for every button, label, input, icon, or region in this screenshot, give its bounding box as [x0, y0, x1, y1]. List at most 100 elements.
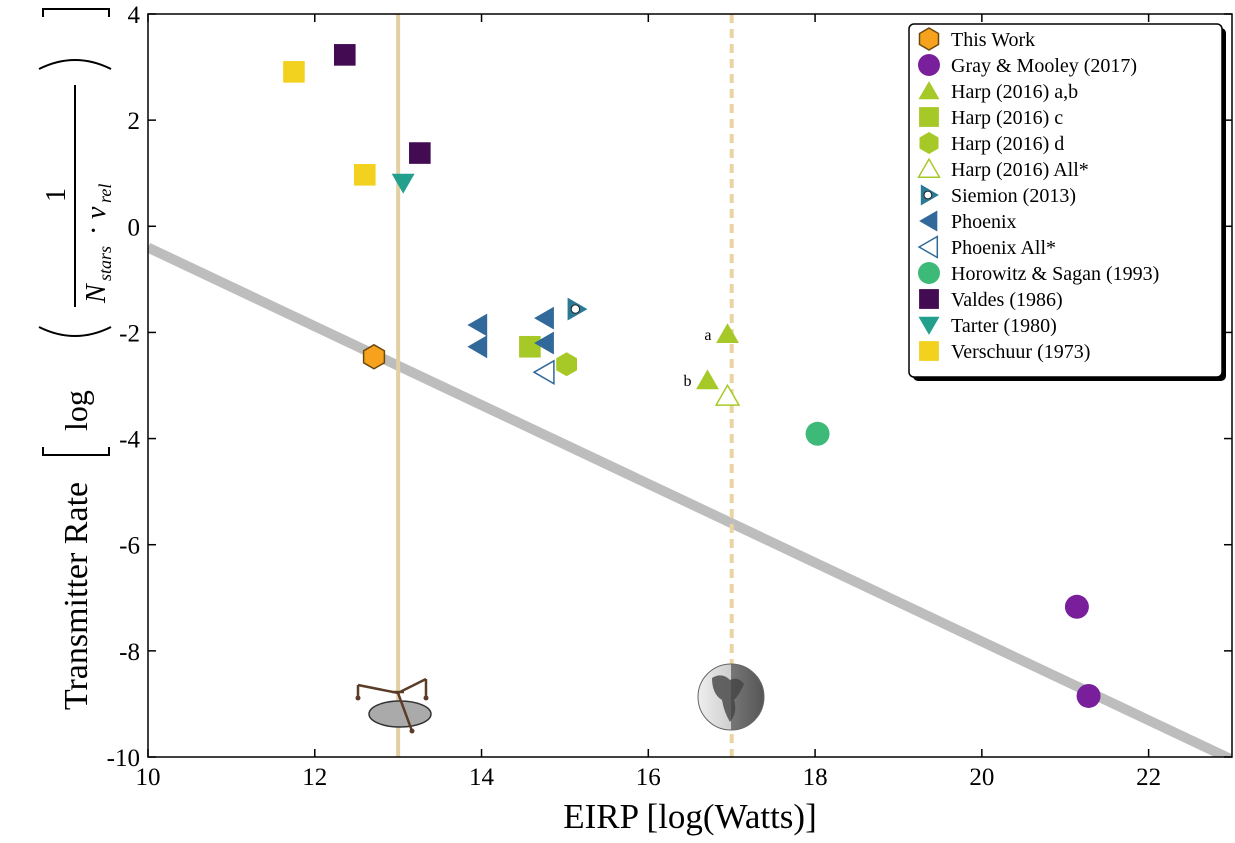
data-point: [567, 297, 588, 321]
marker-shape: [333, 44, 356, 66]
marker-shape: [283, 61, 305, 83]
marker-shape: [534, 331, 554, 355]
y-tick-label: 4: [128, 2, 141, 29]
y-label-dot: ·: [79, 226, 110, 235]
y-label-n-sub: stars: [95, 246, 115, 281]
legend-label: Harp (2016) c: [951, 107, 1063, 129]
marker-shape: [918, 27, 940, 51]
fit-line: [148, 242, 1232, 757]
marker-shape: [716, 323, 739, 343]
y-label-text: Transmitter Rate: [58, 482, 95, 710]
plot-frame: [147, 13, 1233, 758]
marker-shape: [696, 369, 719, 390]
legend-label: Gray & Mooley (2017): [951, 55, 1137, 77]
y-tick-label: -2: [119, 320, 140, 347]
marker-shape: [1076, 683, 1101, 708]
legend-marker: [919, 289, 939, 309]
legend-marker: [919, 132, 939, 154]
marker-shape: [532, 359, 555, 386]
x-tick-label: 18: [803, 764, 828, 791]
data-point: [391, 173, 415, 194]
paren: [38, 59, 112, 70]
bracket: [42, 447, 110, 456]
data-point: [1076, 683, 1101, 708]
legend: [908, 23, 1223, 378]
data-point: [409, 142, 431, 164]
point-label: a: [704, 327, 711, 344]
marker-shape: [362, 343, 386, 370]
data-point: [333, 44, 356, 66]
marker-shape: [919, 132, 939, 154]
marker-shape: [354, 164, 376, 186]
legend-label: Phoenix All*: [951, 237, 1056, 259]
marker-shape: [714, 383, 741, 406]
y-label-v: ν: [81, 206, 112, 219]
marker-shape: [918, 262, 940, 284]
data-point: [1064, 594, 1089, 619]
y-tick-label: -4: [119, 427, 140, 454]
data-point: [519, 335, 541, 358]
point-label: b: [684, 373, 692, 390]
marker-shape: [919, 289, 939, 309]
marker-shape: [467, 313, 488, 337]
earth-icon: [697, 663, 765, 731]
marker-shape: [409, 142, 431, 164]
data-point: [362, 343, 386, 370]
legend-marker: [918, 54, 940, 76]
bracket: [42, 8, 110, 17]
legend-marker: [919, 107, 939, 127]
y-tick-label: -10: [107, 745, 140, 772]
legend-label: Valdes (1986): [951, 289, 1063, 311]
marker-shape: [534, 306, 554, 330]
marker-shape: [918, 81, 940, 100]
legend-marker: [917, 157, 941, 179]
marker-shape: [467, 335, 488, 359]
data-point: [805, 421, 830, 446]
data-point: [467, 335, 488, 359]
marker-shape: [917, 235, 939, 259]
marker-shape: [519, 335, 541, 358]
y-tick-label: -8: [119, 639, 140, 666]
legend-marker: [918, 81, 940, 100]
paren: [38, 326, 112, 337]
legend-marker: [918, 262, 940, 284]
plot-area: ab: [148, 14, 1232, 757]
x-axis-label: EIRP [log(Watts)]: [563, 797, 816, 836]
marker-shape: [917, 157, 941, 179]
legend-marker: [918, 27, 940, 51]
marker-shape: [556, 352, 577, 377]
x-tick-label: 14: [469, 764, 495, 791]
marker-shape: [919, 107, 939, 127]
x-tick-label: 10: [136, 764, 161, 791]
legend-label: Harp (2016) All*: [951, 159, 1089, 181]
legend-marker: [919, 341, 939, 361]
data-point: [534, 306, 554, 330]
data-point: [532, 359, 555, 386]
marker-shape: [391, 173, 415, 194]
data-point: [354, 164, 376, 186]
y-tick-label: -6: [119, 533, 140, 560]
y-tick-label: 0: [128, 214, 141, 241]
y-label-v-sub: rel: [95, 184, 115, 203]
y-label-log: log: [58, 390, 94, 431]
telescope-icon: [355, 677, 432, 734]
legend-marker: [917, 235, 939, 259]
y-tick-label: 2: [128, 108, 141, 135]
marker-shape: [805, 421, 830, 446]
data-point: [716, 323, 739, 343]
legend-label: This Work: [951, 29, 1035, 51]
marker-shape: [919, 341, 939, 361]
x-tick-label: 12: [302, 764, 327, 791]
marker-shape: [918, 54, 940, 76]
y-label-n: N: [81, 283, 112, 304]
legend-marker: [918, 316, 940, 335]
data-point: [714, 383, 741, 406]
data-point: [534, 331, 554, 355]
legend-label: Siemion (2013): [951, 185, 1076, 207]
legend-label: Horowitz & Sagan (1993): [951, 263, 1159, 285]
legend-label: Harp (2016) a,b: [951, 81, 1078, 103]
legend-marker: [919, 210, 938, 232]
marker-shape: [918, 316, 940, 335]
